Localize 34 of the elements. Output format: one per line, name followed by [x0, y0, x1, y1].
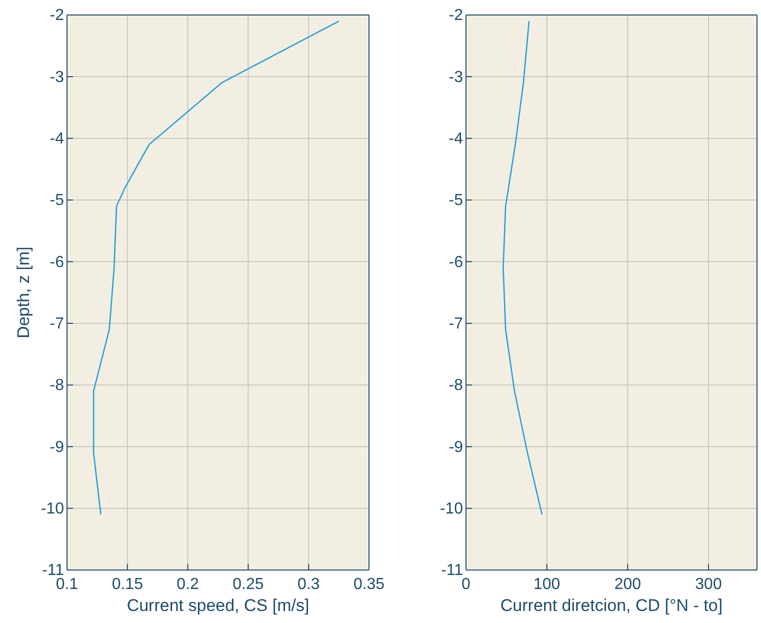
x-axis-title: Current speed, CS [m/s] [126, 596, 310, 615]
y-tick-label: -7 [50, 315, 64, 332]
y-tick-label: -10 [440, 500, 464, 518]
y-tick-label: -8 [50, 377, 64, 394]
x-tick-label: 0.35 [353, 576, 385, 593]
y-tick-label: -4 [448, 130, 464, 148]
x-tick-label: 0.3 [297, 576, 320, 593]
y-tick-label: -3 [50, 68, 64, 86]
y-tick-label: -9 [448, 438, 464, 456]
x-axis-title: Current diretcion, CD [°N - to] [500, 596, 723, 615]
x-tick-label: 0.25 [232, 576, 264, 593]
y-tick-label: -8 [448, 377, 464, 394]
x-tick-label: 0.15 [112, 576, 144, 593]
y-tick-label: -4 [50, 130, 64, 148]
y-tick-label: -6 [448, 254, 464, 271]
y-tick-label: -10 [40, 500, 64, 518]
y-tick-label: -11 [441, 562, 464, 580]
x-tick-label: 0.2 [176, 576, 200, 593]
x-tick-label: 0 [462, 576, 471, 593]
y-tick-label: -7 [448, 315, 464, 332]
y-tick-label: -3 [448, 68, 464, 86]
y-tick-label: -6 [50, 254, 64, 271]
x-tick-label: 100 [533, 576, 560, 593]
y-tick-label: -5 [50, 192, 64, 210]
line-series [92, 20, 340, 516]
line-series [502, 20, 543, 516]
x-tick-label: 200 [614, 576, 642, 593]
y-tick-label: -9 [50, 438, 64, 456]
y-axis-title: Depth, z [m] [14, 246, 33, 338]
y-tick-label: -5 [448, 192, 464, 210]
y-tick-label: -2 [448, 7, 464, 24]
x-tick-label: 300 [695, 576, 722, 593]
x-tick-label: 0.1 [56, 576, 78, 593]
y-tick-label: -2 [50, 7, 64, 24]
